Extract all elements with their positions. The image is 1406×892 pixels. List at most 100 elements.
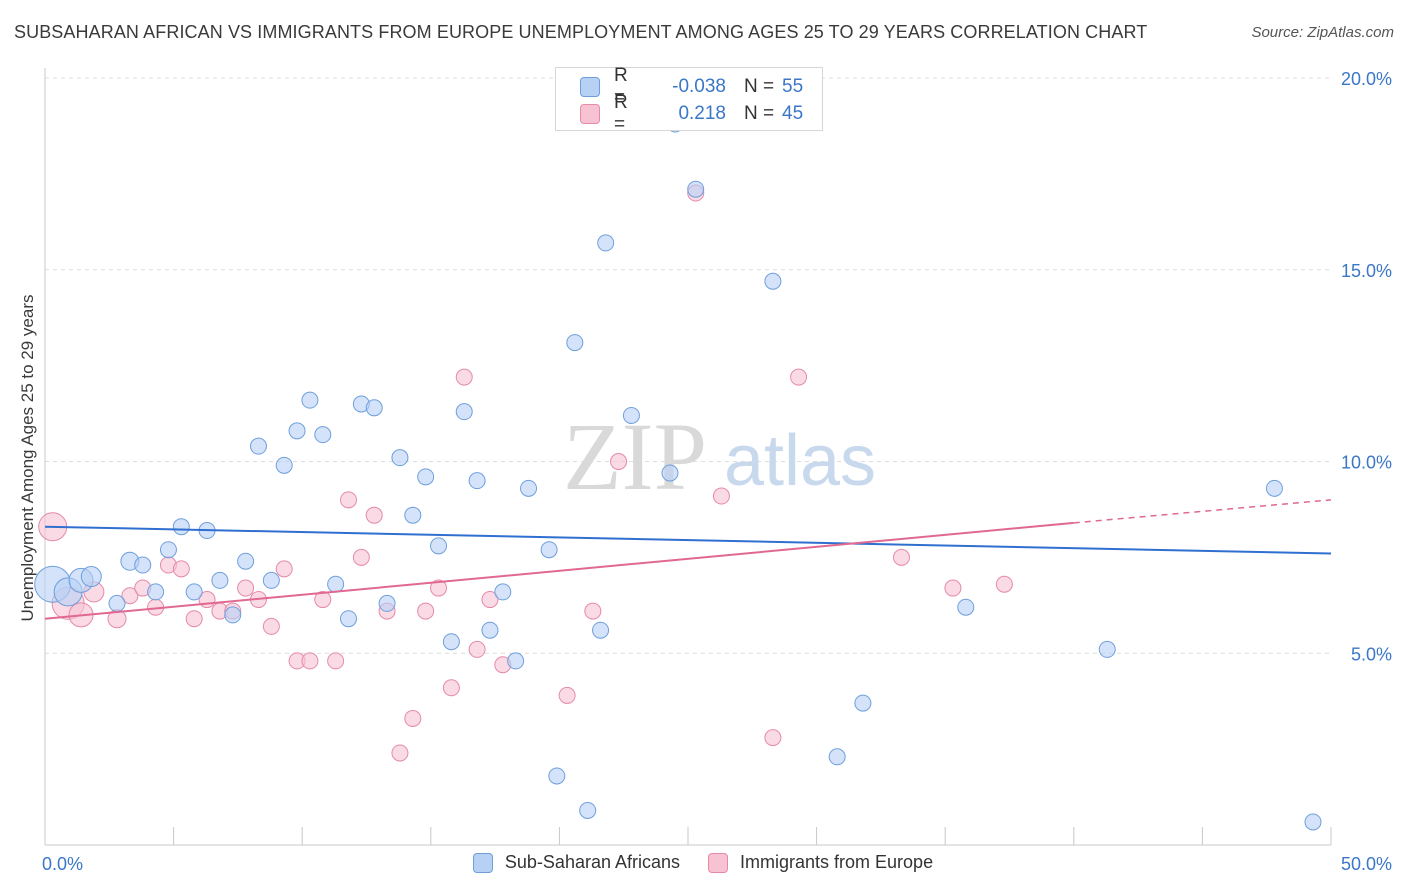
data-point-europe xyxy=(352,548,370,566)
data-point-europe xyxy=(995,575,1013,593)
series-name-europe: Immigrants from Europe xyxy=(740,852,934,872)
series-name-subsaharan: Sub-Saharan Africans xyxy=(504,852,681,872)
legend-n-value: 45 xyxy=(782,103,804,124)
data-point-europe xyxy=(892,548,910,566)
data-point-subsaharan xyxy=(134,556,152,574)
trend-line-europe-extension xyxy=(1073,499,1332,524)
data-point-europe xyxy=(339,491,357,509)
data-point-europe xyxy=(944,579,962,597)
data-point-subsaharan xyxy=(540,541,558,559)
data-point-subsaharan xyxy=(185,583,203,601)
data-point-europe xyxy=(172,560,190,578)
legend-r-value: 0.218 xyxy=(678,103,726,124)
data-point-subsaharan xyxy=(481,621,499,639)
data-point-europe xyxy=(430,579,448,597)
trend-lines xyxy=(44,499,1332,620)
data-point-europe xyxy=(790,368,808,386)
data-point-subsaharan xyxy=(275,456,293,474)
data-point-europe xyxy=(404,709,422,727)
data-point-subsaharan xyxy=(391,449,409,467)
data-point-subsaharan xyxy=(339,610,357,628)
data-point-subsaharan xyxy=(566,334,584,352)
series-legend-subsaharan[interactable]: Sub-Saharan Africans xyxy=(472,852,681,873)
data-point-subsaharan xyxy=(224,606,242,624)
legend-n-label: N = xyxy=(744,103,775,124)
data-point-subsaharan xyxy=(237,552,255,570)
data-point-europe xyxy=(584,602,602,620)
series-legend: Sub-Saharan Africans Immigrants from Eur… xyxy=(0,852,1406,873)
data-point-europe xyxy=(237,579,255,597)
y-tick-label: 10.0% xyxy=(1341,453,1392,473)
legend-n-label: N = xyxy=(744,76,775,97)
data-point-subsaharan xyxy=(1265,479,1283,497)
data-point-europe xyxy=(391,744,409,762)
data-point-subsaharan xyxy=(172,518,190,536)
legend-n-value: 55 xyxy=(782,76,804,97)
data-point-europe xyxy=(185,610,203,628)
data-point-subsaharan xyxy=(430,537,448,555)
data-point-subsaharan xyxy=(262,571,280,589)
data-point-subsaharan xyxy=(159,541,177,559)
data-point-subsaharan xyxy=(378,594,396,612)
data-point-subsaharan xyxy=(828,748,846,766)
data-point-europe xyxy=(712,487,730,505)
data-point-subsaharan xyxy=(455,403,473,421)
series-swatch-blue xyxy=(472,852,493,873)
trend-line-europe xyxy=(44,521,1074,620)
correlation-legend: R = -0.038 N = 55 R = 0.218 N = 45 xyxy=(555,65,823,135)
data-point-subsaharan xyxy=(597,234,615,252)
data-point-subsaharan xyxy=(108,594,126,612)
data-point-subsaharan xyxy=(211,571,229,589)
data-point-subsaharan xyxy=(1098,640,1116,658)
trend-line-subsaharan xyxy=(44,525,1332,555)
legend-row-europe: R = 0.218 N = 45 xyxy=(580,92,804,135)
data-point-europe xyxy=(365,506,383,524)
data-point-europe xyxy=(301,652,319,670)
data-point-subsaharan xyxy=(494,583,512,601)
legend-row-subsaharan: R = -0.038 N = 55 xyxy=(580,65,804,108)
y-tick-label: 20.0% xyxy=(1341,69,1392,89)
grid xyxy=(45,77,1331,654)
data-point-europe xyxy=(327,652,345,670)
data-point-subsaharan xyxy=(404,506,422,524)
data-point-subsaharan xyxy=(417,468,435,486)
legend-r-value: -0.038 xyxy=(672,76,726,97)
data-point-europe xyxy=(442,679,460,697)
data-point-subsaharan xyxy=(957,598,975,616)
legend-r-label: R = xyxy=(614,92,628,135)
data-point-europe xyxy=(610,453,628,470)
data-point-europe xyxy=(481,591,499,609)
series-legend-europe[interactable]: Immigrants from Europe xyxy=(708,852,933,873)
axes xyxy=(44,68,1332,846)
data-point-subsaharan xyxy=(365,399,383,417)
data-point-europe xyxy=(314,591,332,609)
data-point-subsaharan xyxy=(1304,813,1322,831)
data-point-subsaharan xyxy=(288,422,306,440)
data-point-subsaharan xyxy=(249,437,267,455)
legend-swatch-blue xyxy=(580,77,600,97)
data-point-subsaharan xyxy=(507,652,525,670)
x-tick-label: 0.0% xyxy=(42,854,83,874)
data-point-subsaharan xyxy=(80,566,102,588)
data-point-subsaharan xyxy=(579,801,597,819)
data-point-subsaharan xyxy=(687,180,705,198)
data-point-subsaharan xyxy=(520,479,538,497)
legend-swatch-pink xyxy=(580,104,600,124)
data-point-subsaharan xyxy=(548,767,566,785)
data-point-europe xyxy=(468,640,486,658)
series-swatch-pink xyxy=(708,852,729,873)
chart-title: SUBSAHARAN AFRICAN VS IMMIGRANTS FROM EU… xyxy=(14,22,1148,42)
y-tick-label: 15.0% xyxy=(1341,261,1392,281)
data-point-subsaharan xyxy=(764,272,782,290)
source-credit: Source: ZipAtlas.com xyxy=(1251,24,1394,41)
data-point-subsaharan xyxy=(301,391,319,409)
data-point-europe xyxy=(764,729,782,747)
data-point-europe xyxy=(455,368,473,386)
data-point-europe xyxy=(262,617,280,635)
legend-r-label: R = xyxy=(614,65,628,108)
x-tick-label: 50.0% xyxy=(1341,854,1392,874)
watermark-atlas: atlas xyxy=(724,421,876,501)
tick-labels: 5.0% 10.0% 15.0% 20.0% 0.0% 50.0% xyxy=(42,69,1392,874)
data-point-subsaharan xyxy=(327,575,345,593)
